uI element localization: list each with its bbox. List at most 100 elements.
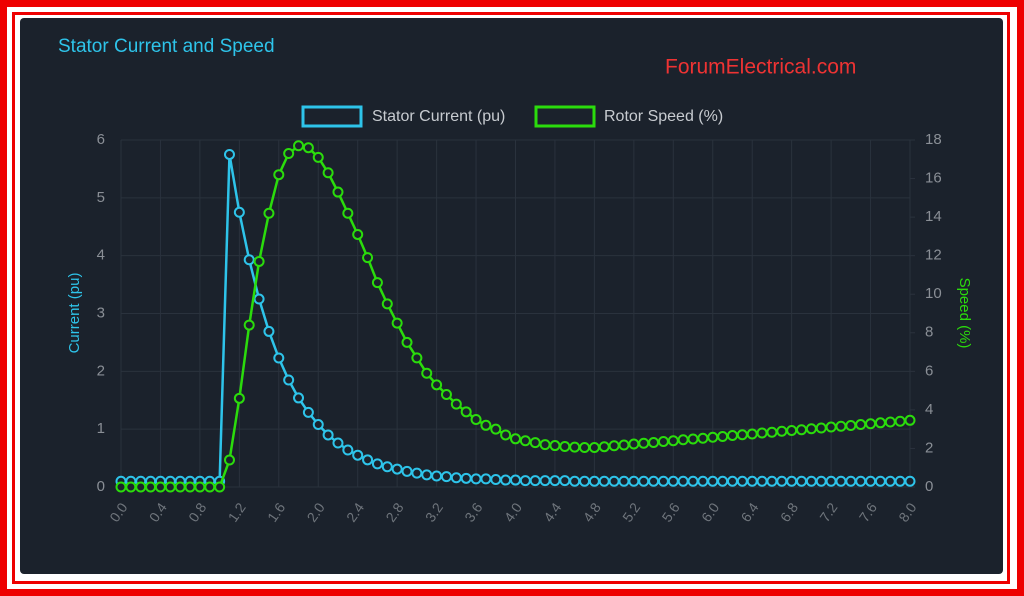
data-point <box>549 440 561 452</box>
data-point <box>618 439 630 451</box>
data-point <box>667 435 679 447</box>
data-point <box>342 207 354 219</box>
data-point <box>312 151 324 163</box>
data-point <box>549 475 561 487</box>
data-point <box>756 427 768 439</box>
data-point <box>835 420 847 432</box>
data-point <box>628 438 640 450</box>
data-point <box>371 458 383 470</box>
data-point <box>233 206 245 218</box>
data-point <box>588 441 600 453</box>
data-point <box>569 475 581 487</box>
data-point <box>293 140 305 152</box>
data-point <box>391 463 403 475</box>
data-point <box>697 432 709 444</box>
data-point <box>421 367 433 379</box>
data-point <box>776 425 788 437</box>
y-tick-label: 0 <box>97 478 105 495</box>
data-point <box>322 429 334 441</box>
data-point <box>796 475 808 487</box>
data-point <box>707 475 719 487</box>
data-point <box>411 467 423 479</box>
data-point <box>579 441 591 453</box>
data-point <box>145 481 157 493</box>
data-point <box>825 475 837 487</box>
data-point <box>657 475 669 487</box>
data-point <box>223 454 235 466</box>
data-point <box>746 475 758 487</box>
data-point <box>342 444 354 456</box>
data-point <box>519 435 531 447</box>
data-point <box>401 465 413 477</box>
data-point <box>687 433 699 445</box>
data-point <box>470 414 482 426</box>
y-tick-label: 1 <box>97 420 105 437</box>
data-point <box>746 428 758 440</box>
data-point <box>805 475 817 487</box>
data-point <box>480 473 492 485</box>
y2-tick-label: 0 <box>925 478 933 495</box>
data-point <box>273 169 285 181</box>
data-point <box>371 277 383 289</box>
data-point <box>381 298 393 310</box>
data-point <box>283 374 295 386</box>
y2-tick-label: 8 <box>925 324 933 341</box>
data-point <box>302 406 314 418</box>
y2-tick-label: 18 <box>925 131 942 148</box>
data-point <box>628 475 640 487</box>
data-point <box>362 454 374 466</box>
y2-tick-label: 2 <box>925 439 933 456</box>
data-point <box>421 469 433 481</box>
y2-tick-label: 16 <box>925 170 942 187</box>
chart-title: Stator Current and Speed <box>58 36 275 57</box>
data-point <box>460 472 472 484</box>
data-point <box>470 473 482 485</box>
data-point <box>776 475 788 487</box>
data-point <box>253 255 265 267</box>
data-point <box>579 475 591 487</box>
data-point <box>884 475 896 487</box>
legend-swatch <box>534 105 596 128</box>
data-point <box>648 436 660 448</box>
data-point <box>805 423 817 435</box>
data-point <box>352 228 364 240</box>
y2-tick-label: 4 <box>925 401 933 418</box>
data-point <box>381 461 393 473</box>
y2-tick-label: 10 <box>925 285 942 302</box>
data-point <box>135 481 147 493</box>
data-point <box>855 475 867 487</box>
data-point <box>362 252 374 264</box>
data-point <box>184 481 196 493</box>
data-point <box>865 475 877 487</box>
data-point <box>312 419 324 431</box>
legend-swatch <box>301 105 363 128</box>
data-point <box>825 421 837 433</box>
legend-label: Stator Current (pu) <box>372 108 505 125</box>
data-point <box>490 423 502 435</box>
data-point <box>894 475 906 487</box>
data-point <box>657 436 669 448</box>
y-tick-label: 2 <box>97 362 105 379</box>
data-point <box>638 437 650 449</box>
data-point <box>559 475 571 487</box>
data-point <box>648 475 660 487</box>
data-point <box>598 441 610 453</box>
data-point <box>263 207 275 219</box>
data-point <box>815 422 827 434</box>
data-point <box>687 475 699 487</box>
data-point <box>845 420 857 432</box>
data-point <box>529 475 541 487</box>
data-point <box>608 440 620 452</box>
data-point <box>726 475 738 487</box>
data-point <box>529 437 541 449</box>
data-point <box>717 430 729 442</box>
data-point <box>352 449 364 461</box>
data-point <box>233 392 245 404</box>
data-point <box>253 293 265 305</box>
data-point <box>243 254 255 266</box>
data-point <box>519 475 531 487</box>
data-point <box>736 475 748 487</box>
data-point <box>904 475 916 487</box>
data-point <box>293 392 305 404</box>
data-point <box>263 325 275 337</box>
